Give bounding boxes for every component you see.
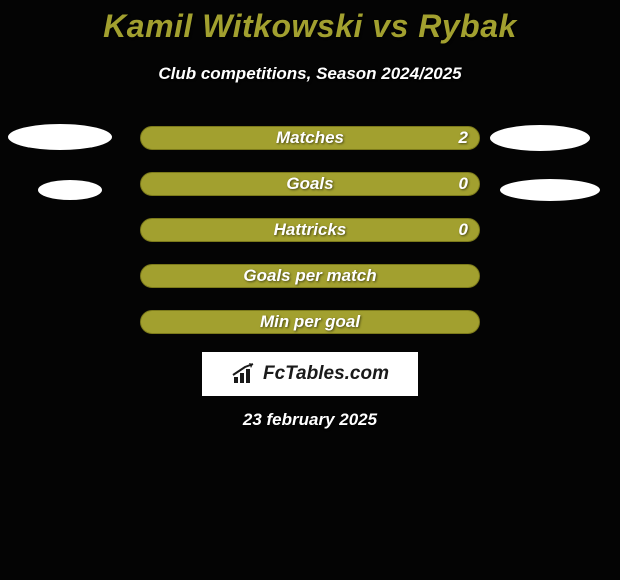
page-title: Kamil Witkowski vs Rybak — [0, 8, 620, 45]
stat-label: Goals — [286, 174, 333, 194]
stat-value: 0 — [459, 174, 468, 194]
stat-row: Goals 0 — [140, 172, 480, 196]
logo-text: FcTables.com — [263, 363, 389, 385]
date-text: 23 february 2025 — [0, 410, 620, 430]
stat-row: Hattricks 0 — [140, 218, 480, 242]
stat-value: 2 — [459, 128, 468, 148]
stat-label: Goals per match — [243, 266, 376, 286]
stat-label: Min per goal — [260, 312, 360, 332]
stat-label: Hattricks — [274, 220, 347, 240]
stat-row: Goals per match — [140, 264, 480, 288]
logo-box: FcTables.com — [202, 352, 418, 396]
stat-row: Matches 2 — [140, 126, 480, 150]
subtitle: Club competitions, Season 2024/2025 — [0, 64, 620, 84]
stat-value: 0 — [459, 220, 468, 240]
stat-label: Matches — [276, 128, 344, 148]
chart-icon — [231, 363, 257, 385]
stat-row: Min per goal — [140, 310, 480, 334]
stat-rows: Matches 2 Goals 0 Hattricks 0 Goals per … — [0, 126, 620, 334]
